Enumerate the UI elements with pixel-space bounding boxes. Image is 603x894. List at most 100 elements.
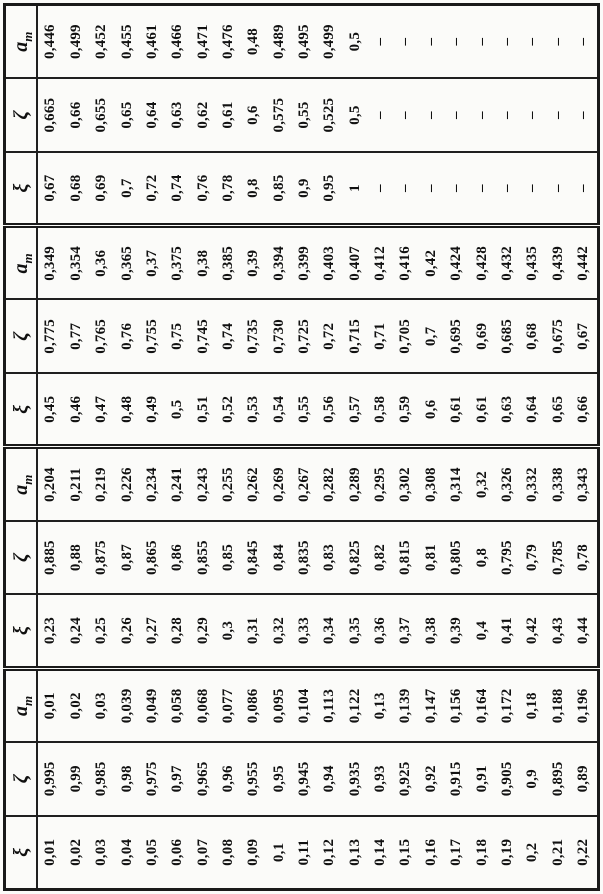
cell-xi-group2: 0,26: [114, 594, 140, 669]
cell-zeta-group2: 0,875: [89, 520, 115, 595]
cell-xi-group4: –: [418, 152, 444, 226]
cell-am-group1: 0,139: [393, 668, 419, 742]
cell-xi-group4: 1: [342, 152, 368, 226]
cell-am-group3: 0,354: [63, 225, 90, 300]
cell-am-group3: 0,428: [469, 225, 495, 300]
cell-zeta-group4: 0,55: [291, 78, 318, 152]
cell-am-group4: 0,455: [118, 24, 135, 59]
cell-am-group1: 0,03: [89, 668, 115, 742]
cell-am-group3: 0,365: [114, 225, 140, 300]
cell-zeta-group4: 0,525: [317, 78, 343, 152]
cell-am-group1: 0,188: [545, 668, 571, 742]
cell-xi-group4: 0,9: [291, 152, 318, 226]
cell-zeta-group4: –: [520, 78, 546, 152]
cell-xi-group1: 0,01: [37, 815, 64, 890]
table-row: 0,15 0,925 0,139 0,37 0,815 0,302 0,59 0,705 0,4…: [393, 5, 419, 890]
cell-xi-group1: 0,08: [215, 815, 242, 890]
header-symbol: ξ: [9, 626, 32, 636]
cell-am-group1: 0,113: [317, 668, 343, 742]
cell-zeta-group3: 0,715: [342, 299, 368, 374]
header-symbol: ζ: [9, 331, 32, 341]
header-row: ξ ζ am ξ ζ am ξ ζ am ξ ζ am: [4, 4, 37, 890]
cell-xi-group3: 0,53: [241, 373, 267, 447]
cell-xi-group1: 0,13: [342, 815, 368, 890]
cell-xi-group2: 0,42: [520, 594, 546, 669]
cell-zeta-group4: –: [494, 78, 521, 152]
header-symbol: ζ: [9, 553, 32, 563]
cell-zeta-group3: 0,730: [266, 299, 292, 374]
cell-xi-group2: 0,32: [266, 594, 292, 669]
table-row: 0,12 0,94 0,113 0,34 0,83 0,282 0,56 0,72 0,403 0…: [317, 5, 343, 890]
cell-zeta-group4: 0,62: [190, 78, 216, 152]
cell-zeta-group1: 0,96: [215, 742, 242, 816]
cell-zeta-group3: 0,72: [317, 299, 343, 374]
cell-zeta-group1: 0,965: [190, 742, 216, 816]
cell-am-group1: 0,086: [241, 668, 267, 742]
cell-am-group2: 0,241: [165, 447, 191, 521]
table-row: 0,21 0,895 0,188 0,43 0,785 0,338 0,65 0,675 0,4…: [545, 5, 571, 890]
cell-am-group4: 0,452: [93, 24, 110, 59]
cell-zeta-group3: 0,745: [190, 299, 216, 374]
header-subscript: m: [19, 695, 35, 706]
cell-am-group3: 0,432: [494, 225, 521, 300]
cell-xi-group2: 0,37: [393, 594, 419, 669]
table-row: 0,18 0,91 0,164 0,4 0,8 0,32 0,61 0,69 0,428– – –: [469, 5, 495, 890]
cell-am-group4: –: [397, 37, 414, 46]
cell-zeta-group1: 0,985: [89, 742, 115, 816]
cell-xi-group4: 0,68: [63, 152, 90, 226]
cell-xi-group4: –: [393, 152, 419, 226]
cell-xi-group4: –: [444, 152, 470, 226]
cell-zeta-group1: 0,905: [494, 742, 521, 816]
cell-xi-group4: –: [570, 152, 599, 226]
cell-xi-group1: 0,18: [469, 815, 495, 890]
cell-zeta-group1: 0,91: [469, 742, 495, 816]
cell-zeta-group3: 0,725: [291, 299, 318, 374]
cell-xi-group2: 0,24: [63, 594, 90, 669]
cell-xi-group2: 0,31: [241, 594, 267, 669]
cell-zeta-group2: 0,87: [114, 520, 140, 595]
table-row: 0,17 0,915 0,156 0,39 0,805 0,314 0,61 0,695 0,4…: [444, 5, 470, 890]
cell-zeta-group1: 0,93: [367, 742, 394, 816]
cell-xi-group3: 0,66: [570, 373, 599, 447]
cell-zeta-group2: 0,82: [367, 520, 394, 595]
cell-am-group4: 0,48: [245, 28, 262, 56]
cell-xi-group1: 0,09: [241, 815, 267, 890]
cell-xi-group3: 0,5: [165, 373, 191, 447]
cell-zeta-group1: 0,89: [570, 742, 599, 816]
cell-am-group1: 0,02: [63, 668, 90, 742]
cell-xi-group2: 0,3: [215, 594, 242, 669]
cell-zeta-group4: –: [570, 78, 599, 152]
cell-xi-group4: 0,8: [241, 152, 267, 226]
cell-xi-group2: 0,27: [139, 594, 166, 669]
cell-am-group2: 0,326: [494, 447, 521, 521]
cell-zeta-group3: 0,67: [570, 299, 599, 374]
cell-am-group2: 0,267: [291, 447, 318, 521]
cell-am-group1: 0,196: [570, 668, 599, 742]
cell-xi-group2: 0,39: [444, 594, 470, 669]
cell-am-group4: –: [524, 37, 541, 46]
table-row: 0,09 0,955 0,086 0,31 0,845 0,262 0,53 0,735 0,3…: [241, 5, 267, 890]
cell-zeta-group2: 0,83: [317, 520, 343, 595]
header-symbol: a: [9, 263, 32, 274]
column-header-xi-group3: ξ: [4, 373, 37, 447]
cell-zeta-group3: 0,675: [545, 299, 571, 374]
cell-am-group2: 0,226: [114, 447, 140, 521]
cell-xi-group4: 0,95: [317, 152, 343, 226]
cell-am-group4: –: [422, 37, 439, 46]
cell-am-group3: 0,403: [317, 225, 343, 300]
header-symbol: ξ: [9, 404, 32, 414]
cell-zeta-group2: 0,81: [418, 520, 444, 595]
cell-am-group1: 0,049: [139, 668, 166, 742]
cell-zeta-group1: 0,99: [63, 742, 90, 816]
cell-xi-group2: 0,23: [37, 594, 64, 669]
cell-zeta-group1: 0,94: [317, 742, 343, 816]
cell-xi-group3: 0,46: [63, 373, 90, 447]
cell-xi-group2: 0,28: [165, 594, 191, 669]
column-header-xi-group2: ξ: [4, 594, 37, 669]
cell-am-group3: 0,42: [418, 225, 444, 300]
cell-xi-group1: 0,05: [139, 815, 166, 890]
cell-zeta-group4: 0,65: [114, 78, 140, 152]
cell-am-group2: 0,204: [37, 447, 64, 521]
table-row: 0,08 0,96 0,077 0,3 0,85 0,255 0,52 0,74 0,385 0,…: [215, 5, 242, 890]
cell-zeta-group4: –: [418, 78, 444, 152]
